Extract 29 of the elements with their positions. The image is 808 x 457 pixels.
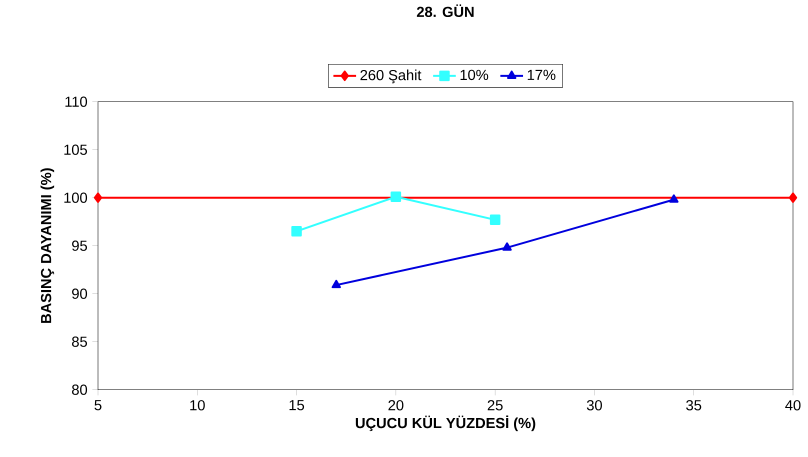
point	[669, 194, 679, 203]
point	[502, 242, 512, 251]
y-axis-title: BASINÇ DAYANIMI (%)	[40, 168, 54, 324]
point	[291, 226, 302, 237]
x-tick-label: 30	[586, 400, 602, 411]
y-tick-label: 110	[65, 96, 88, 108]
point	[788, 192, 798, 204]
y-tick-label: 95	[72, 240, 88, 252]
y-tick-label: 80	[72, 384, 88, 396]
point	[390, 192, 402, 202]
x-tick-label: 10	[190, 400, 205, 411]
point	[490, 214, 500, 226]
x-tick-label: 35	[686, 400, 702, 411]
x-tick-label: 5	[94, 400, 102, 410]
point	[332, 280, 341, 288]
x-tick-label: 20	[388, 400, 404, 411]
x-axis-title: UÇUCU KÜL YÜZDESİ (%)	[356, 416, 536, 432]
legend-label: 17%	[528, 70, 556, 80]
x-tick-label: 15	[290, 400, 304, 410]
y-tick-label: 105	[64, 144, 88, 156]
y-tick-label: 85	[72, 336, 88, 348]
y-tick-label: 90	[72, 288, 88, 300]
legend-label: 260 Şahit	[360, 70, 422, 84]
x-tick-label: 25	[488, 400, 503, 411]
point	[94, 192, 102, 204]
y-tick-label: 100	[64, 192, 88, 204]
x-tick-label: 40	[785, 400, 801, 411]
chart-title: 28. GÜN	[416, 4, 474, 18]
legend-label: 10%	[460, 70, 488, 80]
